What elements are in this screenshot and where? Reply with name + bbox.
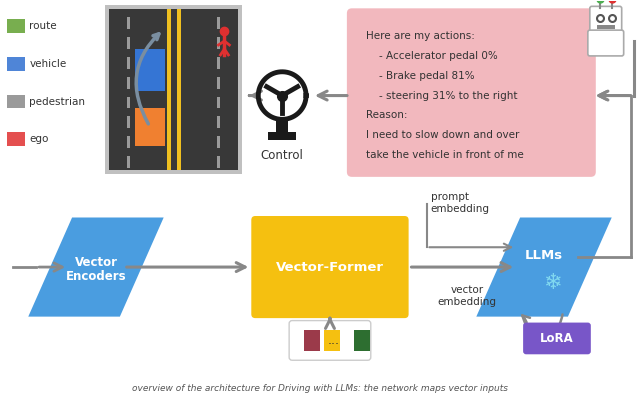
Bar xyxy=(127,77,130,88)
Text: Here are my actions:: Here are my actions: xyxy=(366,31,475,41)
FancyBboxPatch shape xyxy=(289,321,371,360)
Bar xyxy=(218,156,220,168)
Bar xyxy=(276,120,288,134)
FancyBboxPatch shape xyxy=(590,6,621,32)
FancyBboxPatch shape xyxy=(523,323,591,354)
Text: ❄: ❄ xyxy=(543,273,561,293)
Polygon shape xyxy=(28,218,164,317)
Bar xyxy=(268,132,296,140)
Bar xyxy=(8,57,26,71)
Bar xyxy=(135,109,164,146)
Text: route: route xyxy=(29,21,57,31)
Bar xyxy=(127,136,130,148)
Bar xyxy=(127,17,130,29)
Bar xyxy=(596,25,614,29)
Bar xyxy=(8,94,26,109)
Text: vehicle: vehicle xyxy=(29,59,67,69)
Bar xyxy=(218,37,220,49)
Bar xyxy=(354,329,370,351)
Bar xyxy=(8,19,26,33)
Text: I need to slow down and over: I need to slow down and over xyxy=(366,130,519,140)
Bar xyxy=(324,329,340,351)
Bar xyxy=(127,57,130,69)
Text: embedding: embedding xyxy=(431,204,490,214)
Text: take the vehicle in front of me: take the vehicle in front of me xyxy=(366,150,524,160)
Bar xyxy=(218,96,220,109)
Text: LoRA: LoRA xyxy=(540,332,574,345)
Bar xyxy=(218,77,220,88)
Bar xyxy=(304,329,320,351)
Bar xyxy=(218,57,220,69)
Text: Reason:: Reason: xyxy=(366,111,407,120)
Bar xyxy=(127,37,130,49)
Text: overview of the architecture for Driving with LLMs: the network maps vector inpu: overview of the architecture for Driving… xyxy=(132,384,508,393)
Text: pedestrian: pedestrian xyxy=(29,96,85,107)
Text: vector: vector xyxy=(451,285,484,295)
Text: Control: Control xyxy=(260,149,303,162)
Text: LLMs: LLMs xyxy=(525,249,563,261)
Bar xyxy=(8,132,26,146)
FancyBboxPatch shape xyxy=(588,30,623,56)
Bar xyxy=(109,9,238,170)
Text: - Brake pedal 81%: - Brake pedal 81% xyxy=(366,71,474,81)
FancyBboxPatch shape xyxy=(347,8,596,177)
Bar xyxy=(135,49,164,90)
Bar xyxy=(218,17,220,29)
Bar xyxy=(127,156,130,168)
Text: ego: ego xyxy=(29,134,49,144)
Text: - steering 31% to the right: - steering 31% to the right xyxy=(366,90,517,101)
Bar xyxy=(127,117,130,128)
Bar xyxy=(105,6,243,174)
Bar xyxy=(218,136,220,148)
Text: Vector: Vector xyxy=(74,256,118,269)
Text: Encoders: Encoders xyxy=(66,271,126,284)
Text: - Accelerator pedal 0%: - Accelerator pedal 0% xyxy=(366,51,497,61)
Bar xyxy=(177,9,180,170)
Text: embedding: embedding xyxy=(438,297,497,307)
Polygon shape xyxy=(476,218,612,317)
Text: prompt: prompt xyxy=(431,192,468,202)
Text: Vector-Former: Vector-Former xyxy=(276,261,384,274)
Bar xyxy=(166,9,171,170)
FancyBboxPatch shape xyxy=(252,216,408,318)
Bar xyxy=(127,96,130,109)
Text: ...: ... xyxy=(328,334,340,347)
Bar xyxy=(218,117,220,128)
